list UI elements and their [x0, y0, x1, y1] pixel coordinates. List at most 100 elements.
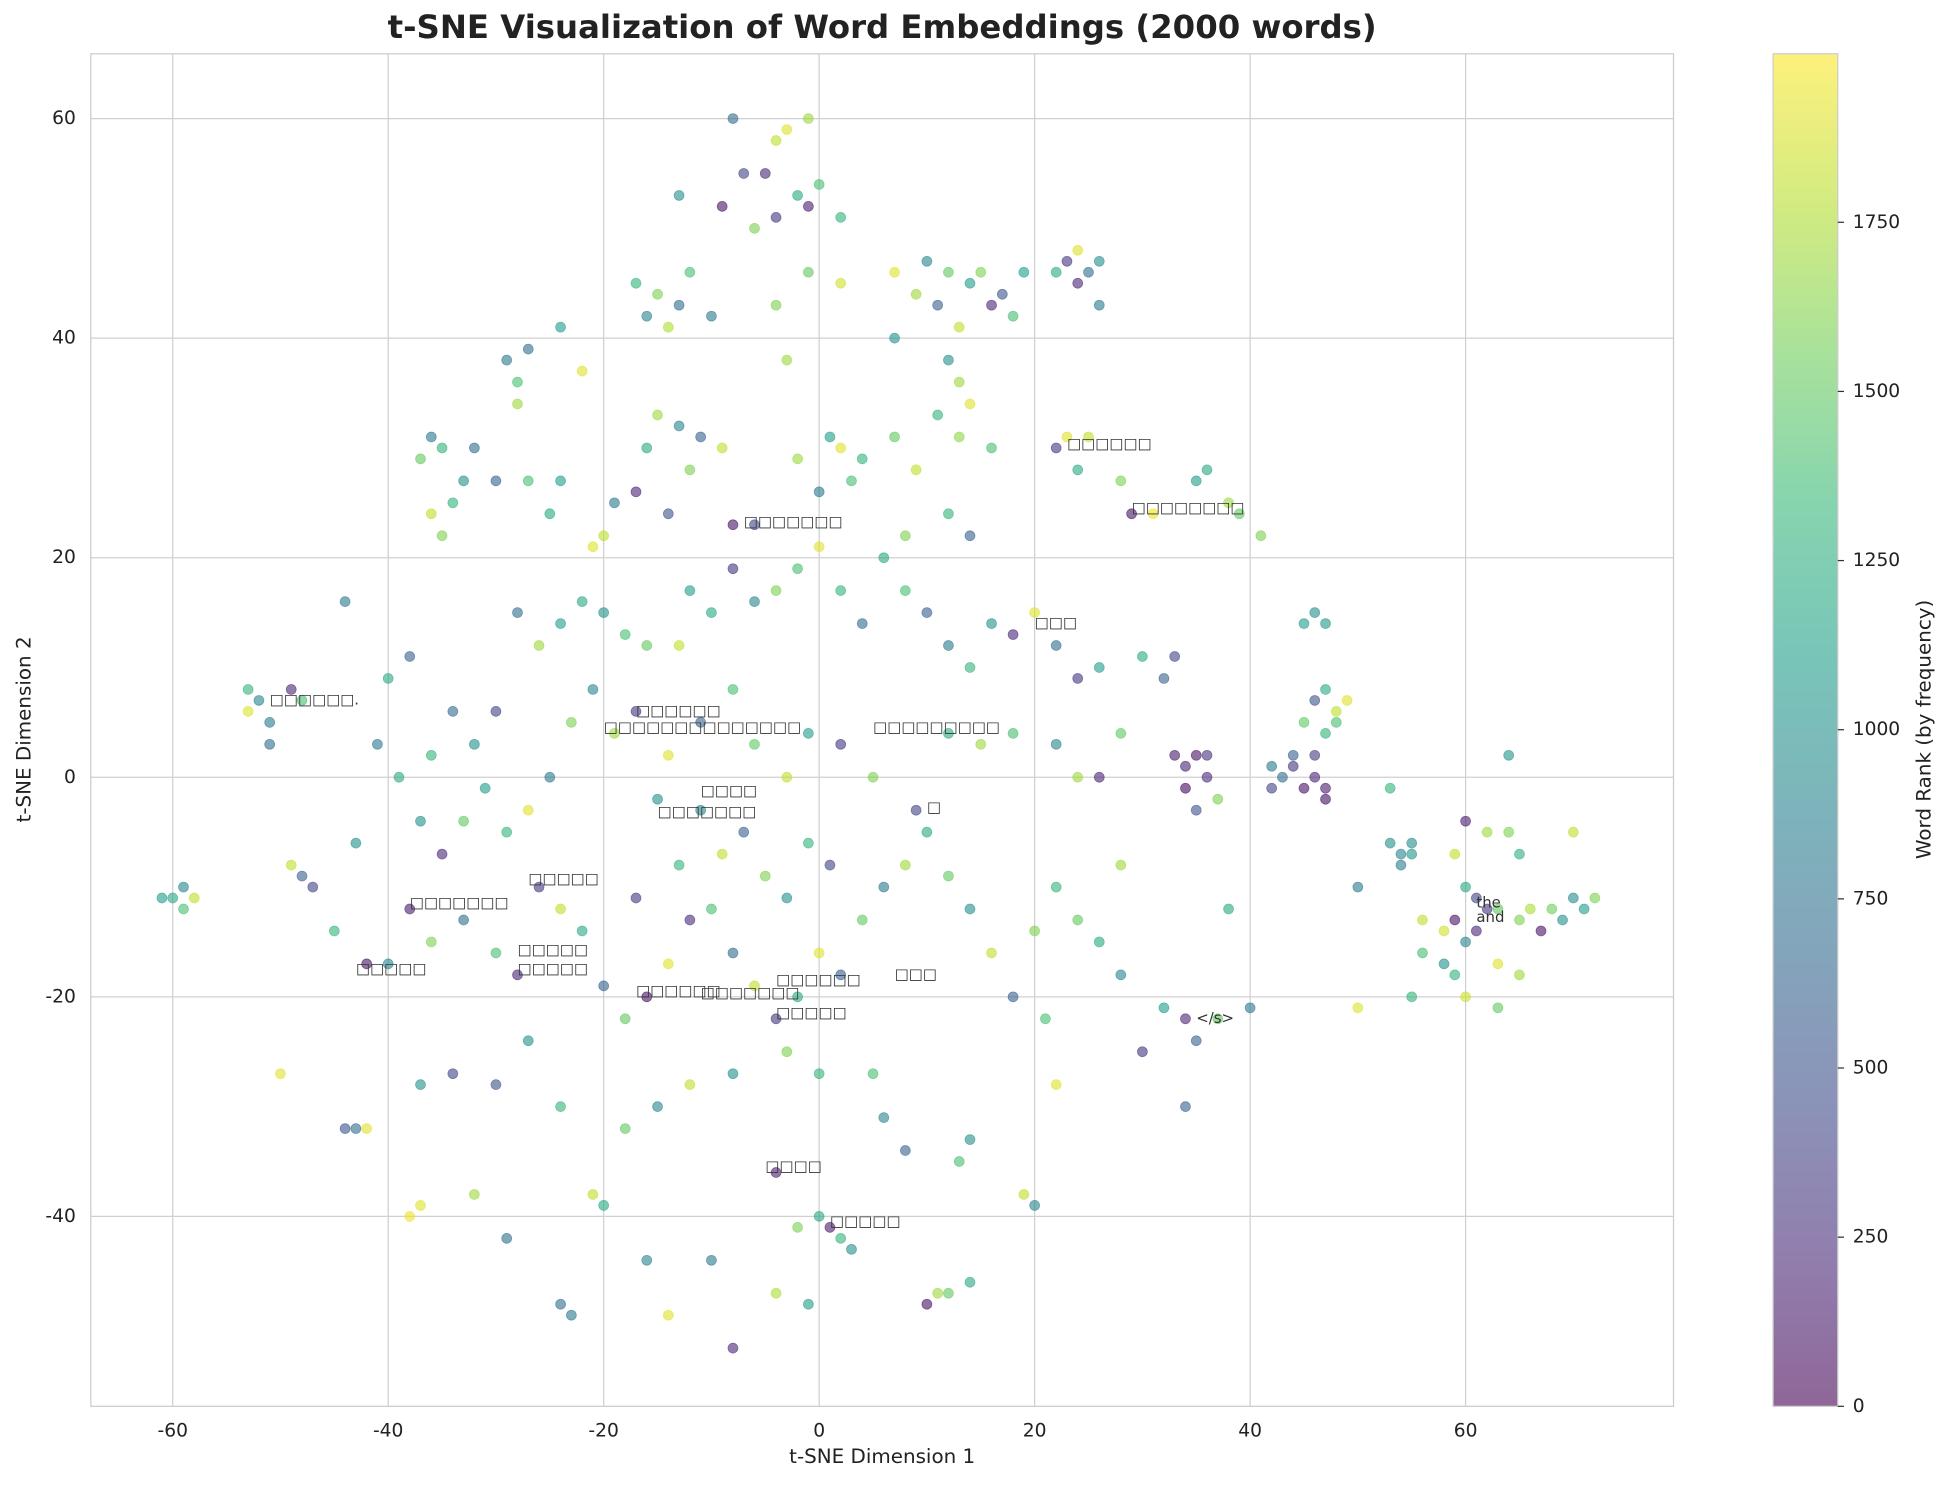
point [1341, 695, 1353, 706]
point [662, 1309, 674, 1321]
point [242, 684, 254, 695]
point [1190, 475, 1202, 487]
point [522, 1035, 534, 1047]
colorbar-tick-label: 500 [1853, 1058, 1889, 1079]
point [770, 135, 782, 146]
point [1050, 640, 1062, 651]
annotation: and [1476, 908, 1504, 926]
point [1503, 749, 1515, 761]
annotation: □□□□□ [517, 941, 588, 959]
point [447, 706, 459, 717]
point [1050, 738, 1062, 750]
point [522, 475, 534, 487]
colorbar-tick-label: 250 [1853, 1227, 1889, 1248]
point [361, 958, 372, 970]
point [835, 969, 847, 981]
annotation: □□□□□□□ [410, 894, 509, 912]
point [1072, 464, 1084, 476]
point [1298, 782, 1310, 794]
y-tick-label: 0 [64, 767, 76, 788]
annotation: □□□□□□□ [658, 802, 757, 820]
annotation: □□□□□□. [270, 690, 359, 708]
annotation: □□□□ [765, 1157, 821, 1175]
point [501, 354, 513, 366]
point [630, 486, 642, 498]
x-tick-label: -20 [588, 1421, 618, 1442]
point [1287, 749, 1299, 761]
point [727, 1068, 739, 1080]
point [436, 530, 448, 542]
point [996, 288, 1008, 300]
point [1384, 837, 1396, 849]
point [781, 771, 793, 783]
point [1492, 1002, 1504, 1014]
point [813, 486, 825, 498]
point [1309, 607, 1321, 618]
point [415, 1079, 426, 1091]
point [544, 771, 556, 783]
point [716, 848, 728, 860]
point [662, 321, 674, 333]
point [792, 453, 803, 465]
point [328, 925, 340, 937]
point [1212, 1013, 1224, 1025]
point [673, 859, 685, 871]
point [1492, 958, 1504, 970]
point [1180, 760, 1191, 772]
point [415, 815, 426, 827]
point [264, 738, 276, 750]
point [1050, 1079, 1062, 1091]
point [889, 266, 900, 278]
plot-area [90, 53, 1674, 1407]
point [1514, 848, 1525, 860]
point [512, 398, 523, 410]
point [275, 1068, 286, 1080]
y-tick-label: 40 [52, 328, 76, 349]
point [490, 475, 502, 487]
y-axis-label: t-SNE Dimension 2 [12, 636, 35, 822]
point [285, 684, 297, 695]
point [458, 815, 469, 827]
x-tick-label: 0 [813, 1421, 825, 1442]
point [652, 793, 663, 805]
point [662, 508, 674, 520]
point [178, 903, 189, 915]
point [749, 223, 760, 234]
point [1072, 673, 1084, 684]
point [1567, 826, 1579, 838]
point [555, 1101, 566, 1112]
point [372, 738, 383, 750]
point [921, 607, 933, 618]
point [1007, 629, 1019, 640]
point [1352, 881, 1364, 893]
point [501, 826, 513, 838]
point [770, 585, 782, 596]
point [1007, 728, 1019, 739]
point [856, 618, 868, 629]
point [749, 519, 760, 531]
point [1460, 815, 1471, 827]
point [1093, 662, 1105, 673]
point [619, 629, 631, 640]
point [512, 969, 523, 981]
point [167, 892, 179, 904]
point [1018, 1189, 1030, 1200]
point [1158, 1002, 1170, 1014]
point [1072, 277, 1084, 289]
point [576, 365, 588, 377]
point [673, 190, 685, 201]
colorbar-tick-label: 750 [1853, 888, 1889, 909]
point [835, 212, 847, 223]
annotation: □□□□□□□□□ [873, 718, 1000, 736]
point [932, 409, 944, 421]
point [1449, 969, 1461, 981]
point [555, 475, 566, 487]
point [458, 914, 469, 926]
annotation: □□□□□ [528, 869, 599, 887]
point [932, 1287, 944, 1299]
point [598, 1200, 610, 1211]
point [1093, 936, 1105, 948]
point [1029, 1200, 1040, 1211]
point [1449, 848, 1461, 860]
